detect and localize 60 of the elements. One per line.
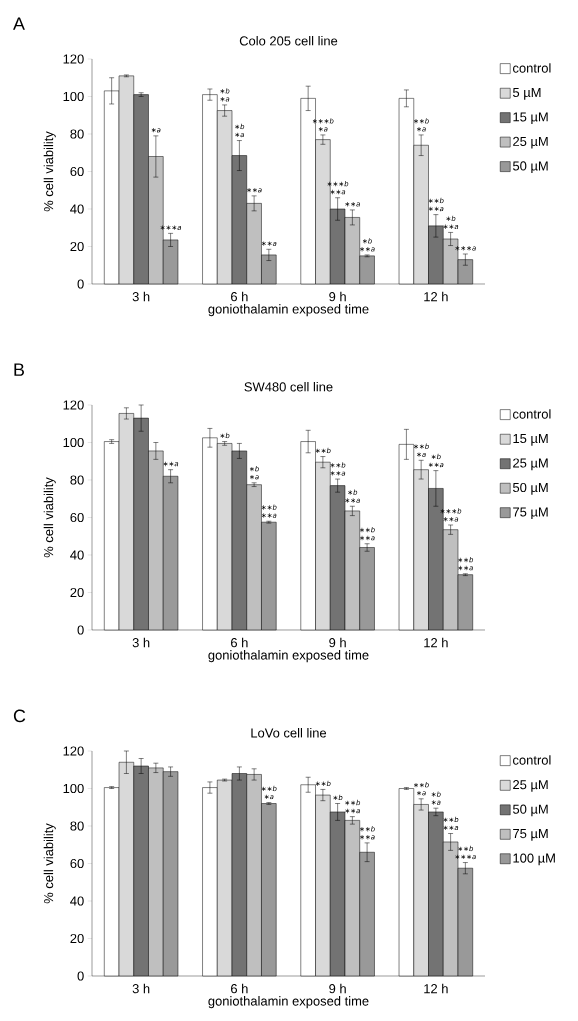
legend-label: 50 µM (512, 482, 548, 495)
legend-label: control (513, 409, 551, 419)
text: A (13, 17, 25, 30)
y-tick-label: 120 (63, 54, 84, 64)
x-tick-label: 9 h (329, 291, 346, 302)
y-tick-label: 100 (63, 437, 84, 448)
text: B (14, 363, 24, 376)
legend-label: 5 µM (512, 88, 541, 100)
x-tick-label: 9 h (329, 983, 346, 994)
y-tick-label: 120 (63, 746, 84, 756)
legend-label: 15 µM (513, 434, 548, 446)
legend-label: control (513, 63, 551, 73)
chart-title: SW480 cell line (244, 381, 333, 392)
y-tick-label: 80 (70, 821, 84, 831)
x-axis-title: goniothalamin exposed time (208, 650, 369, 663)
x-tick-label: 6 h (231, 983, 248, 994)
x-tick-label: 12 h (424, 291, 448, 302)
y-axis-title: % cell viability (43, 131, 56, 212)
y-axis-title: % cell viability (43, 823, 56, 904)
x-tick-label: 3 h (132, 983, 150, 994)
legend-label: 25 µM (513, 780, 548, 792)
x-tick-label: 12 h (424, 637, 448, 648)
y-tick-label: 120 (63, 400, 84, 410)
y-tick-label: 60 (70, 166, 84, 177)
y-tick-label: 80 (70, 129, 84, 139)
y-tick-label: 80 (70, 475, 84, 485)
chart-title: LoVo cell line (251, 727, 327, 738)
y-tick-label: 0 (77, 625, 84, 635)
legend-label: control (513, 755, 551, 765)
y-tick-label: 20 (70, 933, 84, 944)
x-axis-title: goniothalamin exposed time (208, 304, 369, 317)
y-tick-label: 0 (77, 279, 84, 289)
y-tick-label: 100 (63, 783, 84, 794)
legend-label: 50 µM (512, 161, 548, 174)
y-tick-label: 100 (63, 91, 84, 102)
y-axis-title: % cell viability (43, 477, 56, 558)
y-tick-label: 60 (70, 858, 84, 869)
y-tick-label: 40 (70, 550, 84, 560)
legend-label: 25 µM (513, 136, 548, 149)
x-tick-label: 12 h (424, 983, 448, 994)
x-tick-label: 6 h (231, 637, 248, 648)
text: C (13, 709, 26, 723)
legend-label: 15 µM (513, 112, 548, 125)
legend-label: 75 µM (513, 507, 548, 520)
chart-title: Colo 205 cell line (239, 35, 338, 46)
legend-label: 25 µM (513, 458, 548, 471)
y-tick-label: 20 (70, 587, 84, 598)
y-tick-label: 40 (70, 204, 84, 214)
x-tick-label: 3 h (132, 291, 150, 302)
y-tick-label: 20 (70, 241, 84, 252)
y-tick-label: 0 (77, 971, 84, 981)
legend-label: 75 µM (513, 829, 548, 841)
legend-label: 100 µM (513, 853, 555, 866)
x-tick-label: 3 h (132, 637, 150, 648)
y-tick-label: 60 (70, 512, 84, 523)
x-tick-label: 6 h (231, 291, 248, 302)
x-tick-label: 9 h (329, 637, 346, 648)
x-axis-title: goniothalamin exposed time (208, 996, 369, 1009)
y-tick-label: 40 (70, 896, 84, 906)
legend-label: 50 µM (512, 804, 548, 817)
